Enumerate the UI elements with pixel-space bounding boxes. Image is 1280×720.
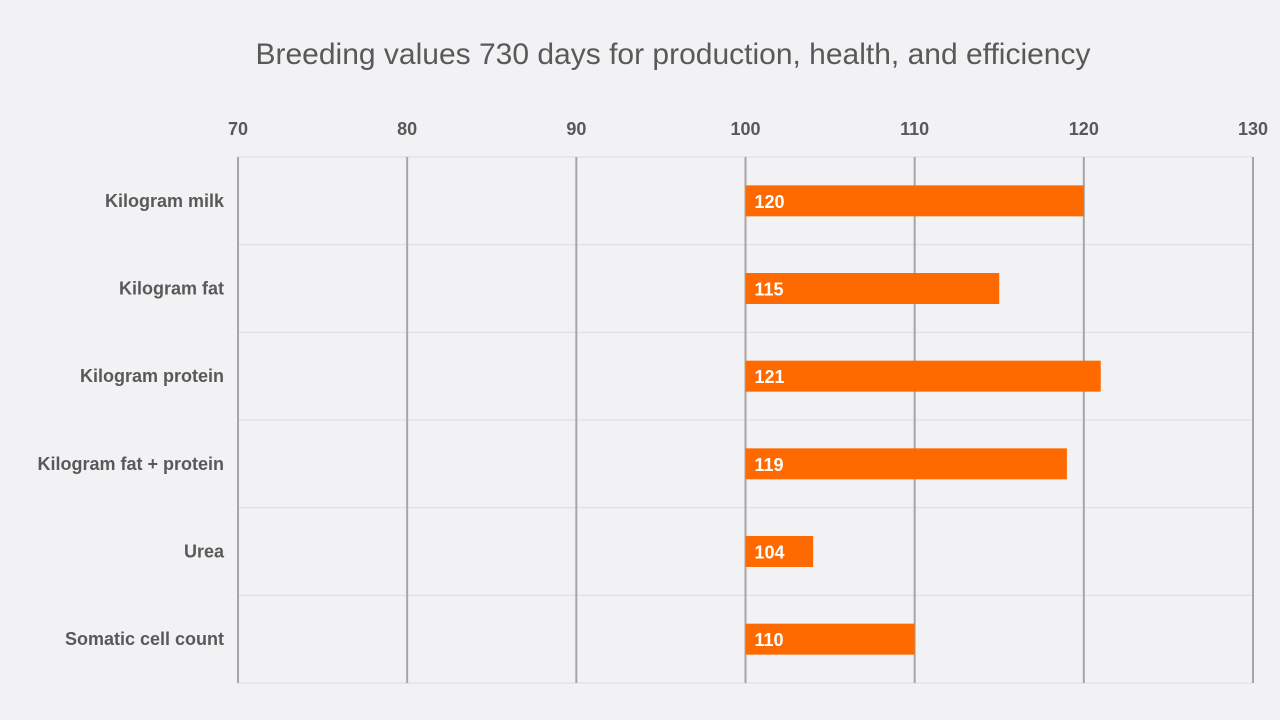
bars: 120 115 121 119 104 110	[745, 185, 1101, 655]
x-tick-label: 120	[1069, 119, 1099, 139]
bar	[745, 623, 915, 655]
bar	[745, 536, 814, 567]
chart-title: Breeding values 730 days for production,…	[256, 38, 1091, 71]
vertical-gridlines	[237, 157, 1254, 683]
bar	[745, 185, 1084, 217]
category-label: Somatic cell count	[65, 629, 224, 649]
bar	[745, 448, 1067, 480]
x-tick-label: 100	[730, 119, 760, 139]
bar-value-label: 110	[755, 630, 784, 650]
bar-value-label: 115	[755, 280, 784, 300]
bar-value-label: 120	[755, 192, 785, 212]
x-tick-label: 90	[566, 119, 586, 139]
x-tick-label: 70	[228, 119, 248, 139]
bar-value-label: 104	[755, 543, 785, 563]
bar	[745, 273, 1000, 304]
x-tick-label: 110	[900, 119, 929, 139]
category-label: Urea	[184, 542, 225, 562]
x-tick-label: 80	[397, 119, 417, 139]
category-label: Kilogram fat + protein	[37, 454, 224, 474]
bar-value-label: 119	[755, 455, 784, 475]
bar	[745, 360, 1101, 392]
category-label: Kilogram protein	[80, 366, 224, 386]
category-label: Kilogram milk	[105, 191, 225, 211]
category-labels: Kilogram milk Kilogram fat Kilogram protei…	[37, 191, 225, 649]
bar-value-label: 121	[755, 367, 785, 387]
x-tick-label: 130	[1238, 119, 1268, 139]
category-label: Kilogram fat	[119, 279, 224, 299]
x-axis-tick-labels: 70 80 90 100 110 120 130	[228, 119, 1268, 139]
